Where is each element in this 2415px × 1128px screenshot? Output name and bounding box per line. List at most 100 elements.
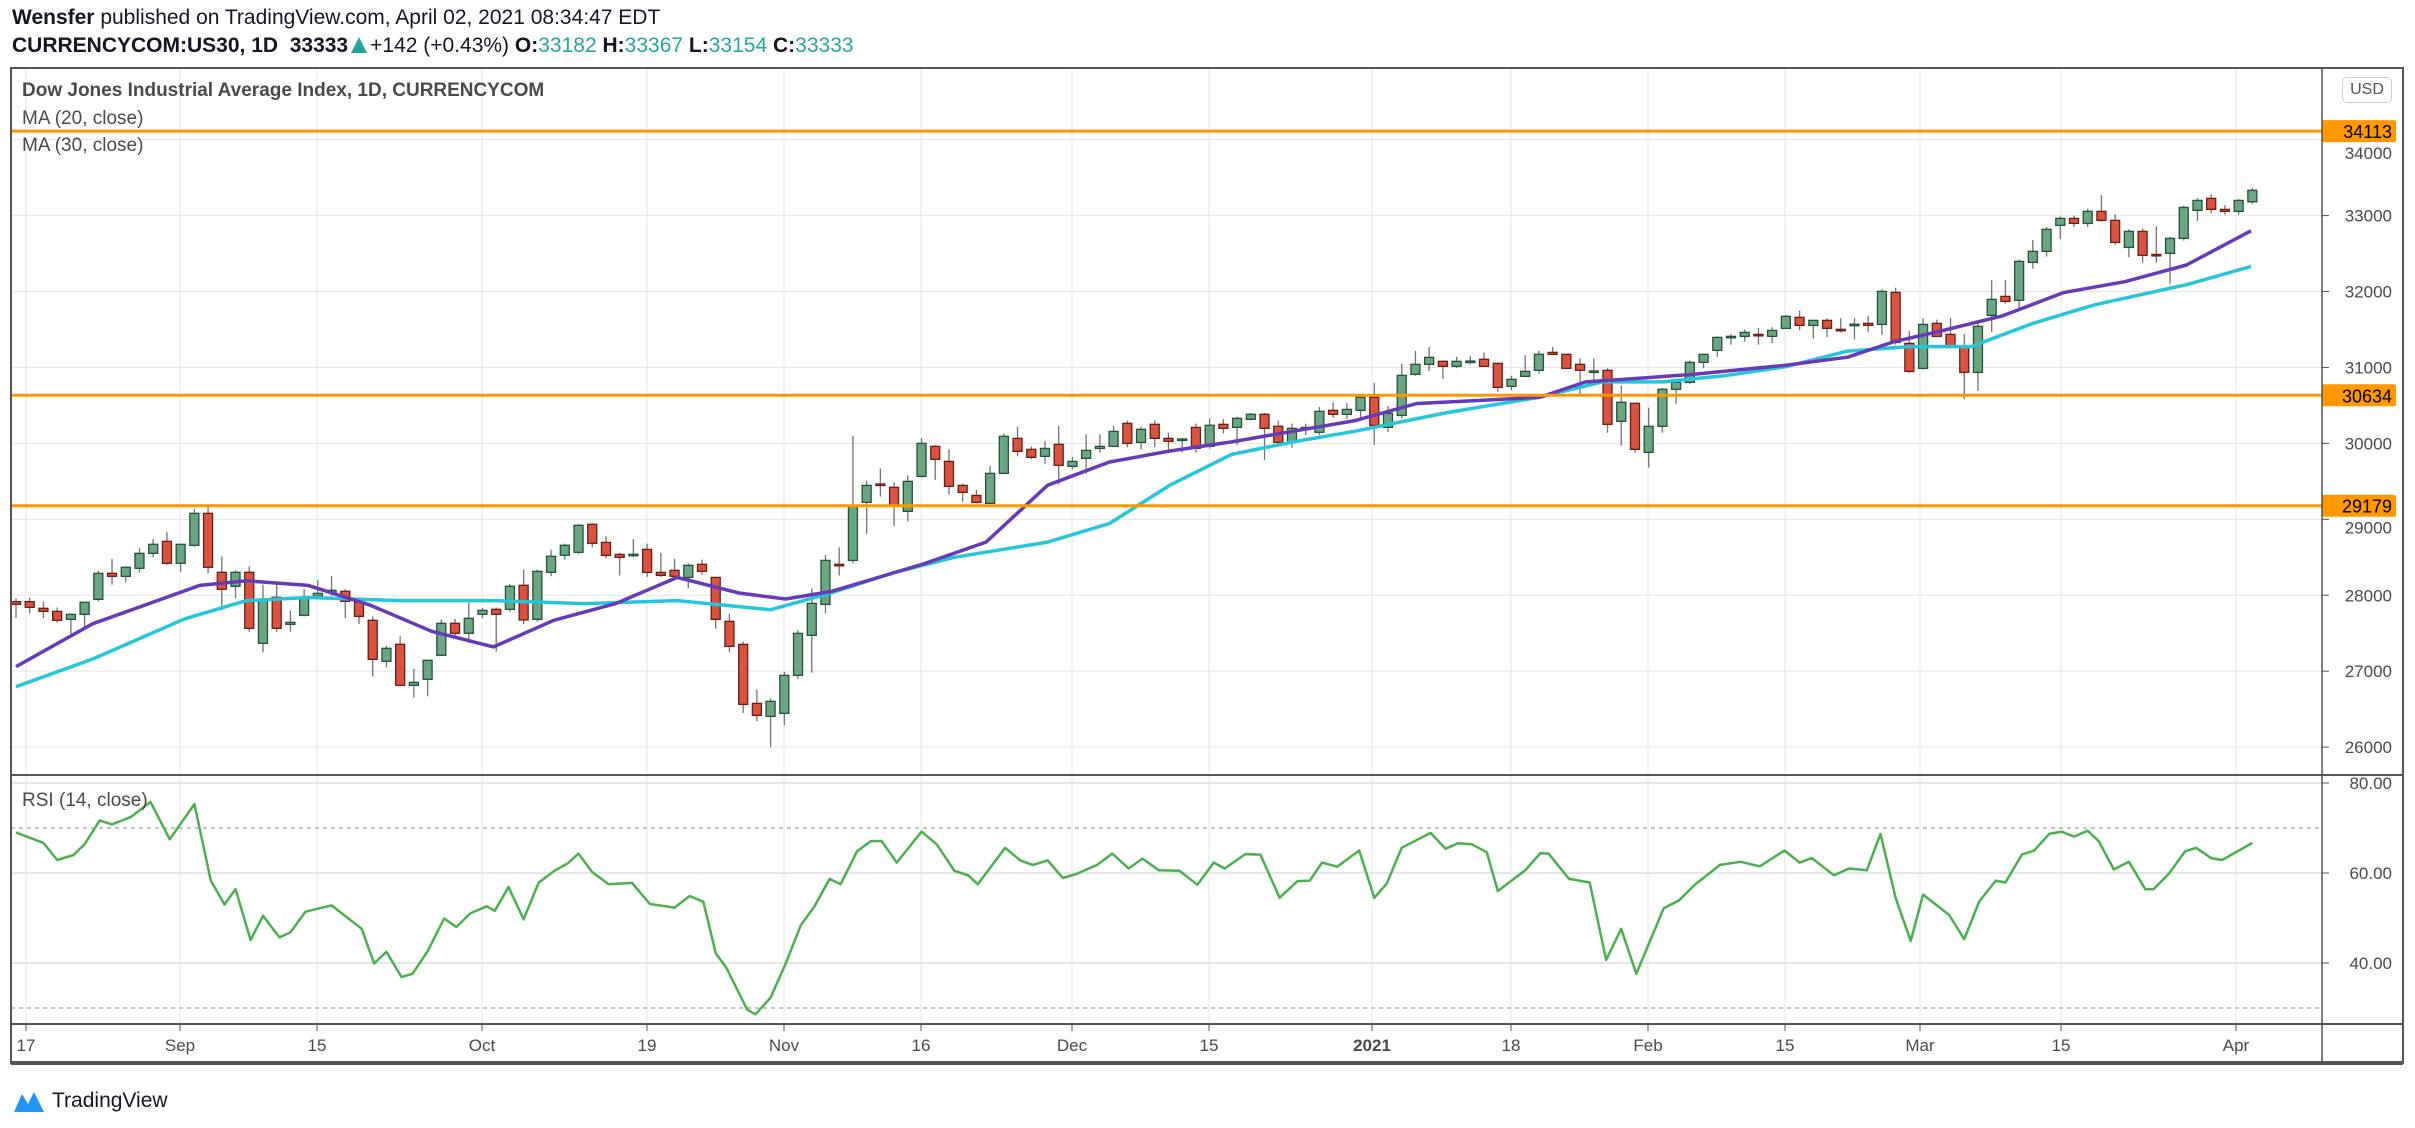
candle-down (2151, 253, 2162, 257)
candle-down (1904, 342, 1915, 373)
candle-up (2164, 237, 2176, 254)
candle-down (738, 643, 749, 706)
level-price-badge (2322, 494, 2396, 517)
high-value: 33367 (624, 34, 684, 57)
candle-up (1808, 319, 1819, 327)
candle-down (491, 608, 502, 615)
candle-up (1739, 331, 1750, 338)
symbol-ohlc-line: CURRENCYCOM:US30, 1D 33333 +142 (+0.43%) … (12, 34, 854, 58)
candle-up (916, 442, 927, 477)
candle-down (367, 619, 378, 660)
candle-up (1616, 401, 1627, 423)
price-axis-label: 32000 (2345, 283, 2392, 302)
legend-ma20[interactable]: MA (20, close) (22, 108, 144, 129)
candle-down (614, 553, 625, 559)
candle-up (1684, 361, 1695, 383)
candle-down (161, 540, 173, 564)
price-axis-label: 29000 (2345, 519, 2392, 538)
candle-down (1026, 448, 1037, 459)
candle-down (1561, 353, 1572, 370)
candle-down (1163, 437, 1174, 442)
candle-up (545, 555, 557, 573)
candle-down (1547, 351, 1558, 355)
candle-down (2096, 210, 2107, 222)
x-tick-label: 15 (1199, 1036, 1219, 1055)
x-tick-label: Mar (1905, 1036, 1935, 1055)
x-tick-label: 15 (1775, 1036, 1795, 1055)
x-tick-label: Dec (1056, 1036, 1088, 1055)
candle-up (1245, 413, 1256, 420)
publish-text: published on TradingView.com, April 02, … (100, 6, 661, 29)
candle-up (1177, 438, 1188, 442)
currency-button[interactable]: USD (2342, 77, 2392, 103)
high-label: H: (602, 34, 625, 57)
candle-down (10, 600, 22, 605)
candle-down (587, 523, 598, 544)
candle-up (1657, 388, 1668, 427)
candle-up (1725, 335, 1737, 339)
candle-down (1753, 333, 1764, 337)
candle-up (1670, 381, 1682, 390)
candle-up (2027, 250, 2038, 264)
candle-up (792, 632, 804, 677)
candle-up (806, 602, 817, 636)
candle-down (669, 569, 680, 577)
candle-up (559, 544, 570, 556)
candle-down (1574, 363, 1586, 371)
candle-up (1094, 445, 1106, 450)
legend-rsi[interactable]: RSI (14, close) (22, 790, 148, 811)
price-change: +142 (+0.43%) (370, 34, 510, 57)
legend-ma30[interactable]: MA (30, close) (22, 135, 144, 156)
candle-up (2041, 228, 2052, 253)
candle-up (79, 601, 90, 615)
x-tick-label: Apr (2222, 1036, 2250, 1055)
level-price-label: 30634 (2342, 386, 2392, 406)
candle-up (134, 552, 145, 569)
chart-title: Dow Jones Industrial Average Index, 1D, … (22, 80, 545, 101)
candle-up (1081, 449, 1092, 459)
up-triangle-icon (351, 37, 368, 53)
branding-text: TradingView (52, 1089, 168, 1112)
candle-up (148, 543, 159, 554)
candle-down (1437, 360, 1449, 367)
candle-down (1890, 291, 1901, 344)
candle-down (449, 622, 461, 634)
candle-up (1135, 428, 1147, 444)
candle-up (1533, 353, 1545, 371)
candle-up (2082, 210, 2093, 224)
candle-down (1149, 423, 1160, 440)
candle-up (422, 659, 433, 680)
open-value: 33182 (538, 34, 597, 57)
symbol: CURRENCYCOM:US30, 1D (12, 34, 279, 57)
rsi-line (15, 800, 2254, 1016)
candle-down (395, 643, 406, 686)
candle-up (902, 480, 913, 512)
candle-down (202, 512, 214, 568)
candle-down (1863, 322, 1874, 327)
rsi-axis-label: 80.00 (2349, 774, 2392, 793)
candle-up (1588, 370, 1599, 374)
candle-up (1520, 370, 1531, 377)
tradingview-logo[interactable]: TradingView (12, 1088, 168, 1114)
candle-up (532, 570, 543, 620)
candle-down (600, 541, 612, 557)
low-value: 33154 (708, 34, 768, 57)
candle-up (2178, 206, 2189, 240)
price-axis-label: 33000 (2345, 207, 2392, 226)
candle-down (1492, 362, 1503, 389)
price-axis-label: 28000 (2345, 586, 2392, 605)
publisher-name: Wensfer (12, 6, 95, 29)
candle-down (875, 483, 886, 487)
candle-down (943, 460, 955, 488)
x-tick-label: 15 (307, 1036, 327, 1055)
candle-up (1712, 336, 1723, 352)
candle-up (1341, 408, 1352, 415)
candle-up (1355, 396, 1366, 412)
x-tick-label: Oct (468, 1036, 496, 1055)
candle-down (1327, 409, 1339, 415)
candle-down (1369, 396, 1380, 426)
candle-down (971, 494, 982, 504)
candle-down (2068, 217, 2080, 224)
candle-down (2110, 219, 2121, 244)
